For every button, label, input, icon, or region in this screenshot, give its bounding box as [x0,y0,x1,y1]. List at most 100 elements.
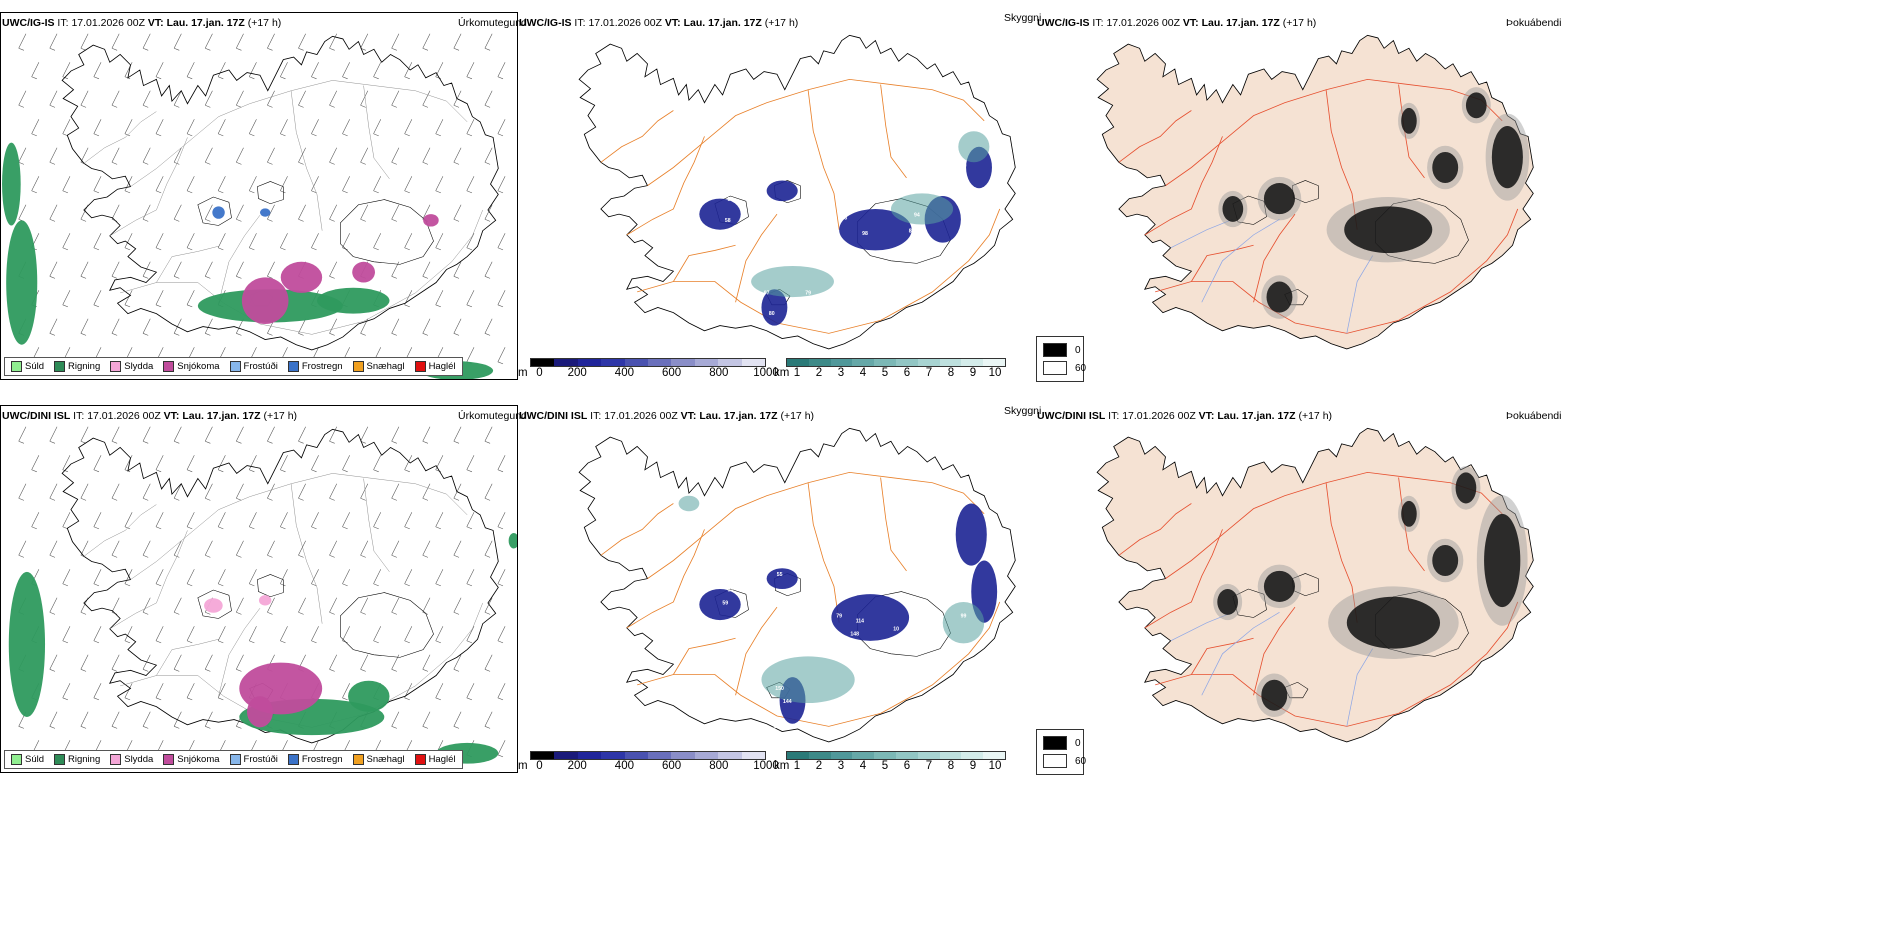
wind-barb [31,455,40,473]
cloud-height-label: 96 [930,608,936,614]
wind-barb [111,90,120,108]
wind-barb [329,261,338,279]
colorbar-cell [983,752,1005,759]
wind-barb [248,233,257,251]
wind-barb [453,147,462,165]
wind-barb [186,62,195,80]
wind-barb [142,711,151,729]
wind-barb [111,33,120,51]
road-line [880,84,907,179]
precip-area [316,287,390,314]
wind-barb [267,33,275,51]
visibility-map: 52 58 72 53 73 98 94 81 81 76 70 55 97 80 49 79 99 [578,34,1016,350]
wind-barb [267,540,275,558]
road-line [673,244,736,282]
precip-area [423,214,439,227]
legend-swatch [229,361,241,372]
legend-label: Slydda [124,754,154,765]
wind-barb [142,90,151,108]
wind-barb [80,540,89,558]
wind-barb [422,483,431,501]
wind-barb [329,540,338,558]
legend-label: Snjókoma [177,754,220,765]
wind-barb [186,455,195,473]
road-line [156,246,219,283]
fog-map [1096,34,1534,350]
wind-barb [173,540,182,558]
wind-barb [373,512,382,530]
wind-barb [236,147,244,165]
legend-swatch [163,361,175,372]
wind-barb [62,455,71,473]
precip-type-map [2,33,506,379]
legend-label: Frostúði [243,361,278,372]
legend-label: Súld [25,754,45,765]
cloud-height-label: 87 [924,528,930,534]
wind-barb [124,290,133,308]
wind-barb [236,261,244,279]
wind-barb [280,176,288,194]
wind-barb [329,426,338,444]
wind-barb [155,176,164,194]
road-line [1165,78,1503,186]
legend-swatch [163,754,175,765]
legend-label: Slydda [124,361,154,372]
colorbar-cell [694,752,719,759]
wind-barb [342,119,350,137]
wind-barb [422,318,431,336]
road-line [1325,89,1358,230]
colorbar-cell [808,359,831,366]
visibility-area [699,198,741,230]
wind-barb [80,654,89,672]
colorbar-cell [787,359,809,366]
wind-barb [236,426,244,444]
wind-barb [204,33,213,51]
coastline [61,428,499,744]
legend-label: Frostregn [301,361,343,372]
wind-barb [111,654,120,672]
fog-legend: 0 60 [1036,729,1086,775]
wind-barb [466,455,475,473]
glacier-outline [1375,198,1469,264]
visibility-area [958,131,990,163]
cloud-height-label: 90 [878,645,884,651]
colorbar-cell [939,752,962,759]
colorbar-cell [718,752,742,759]
road-line [130,473,468,580]
wind-barb [466,62,475,80]
road-line [1253,606,1296,696]
visibility-panel: 52 58 72 53 73 98 94 81 81 76 70 55 97 80 49 79 99 [518,12,1036,380]
wind-barb [124,569,133,587]
colorbar-unit: km [774,367,790,379]
wind-barb [142,33,151,51]
wind-barb [311,569,319,587]
wind-barb [391,426,400,444]
wind-barb [435,683,444,701]
precip-legend-item: Súld [11,361,44,372]
legend-swatch [54,361,66,372]
wind-barb [173,318,182,336]
wind-barb [236,654,244,672]
colorbar-cells [530,751,766,760]
wind-barb [93,626,102,644]
colorbar-tick: 4 [859,367,867,379]
precip-legend-item: Haglél [414,361,456,372]
road-line [290,90,323,231]
colorbar-cell [624,752,649,759]
wind-barb [173,426,182,444]
colorbar-cell [874,752,896,759]
iceland-coastline [1096,34,1534,350]
wind-barb [217,62,226,80]
wind-barb [62,119,71,137]
legend-swatch [54,754,66,765]
colorbar-cell [961,752,984,759]
colorbar-cell [787,752,809,759]
river-line [1346,255,1374,334]
wind-barb [342,683,350,701]
precip-area [258,595,272,606]
wind-barb [435,290,444,308]
wind-barb [435,455,444,473]
colorbar-cell [741,359,766,366]
wind-barb [49,204,58,222]
wind-barb [404,455,413,473]
